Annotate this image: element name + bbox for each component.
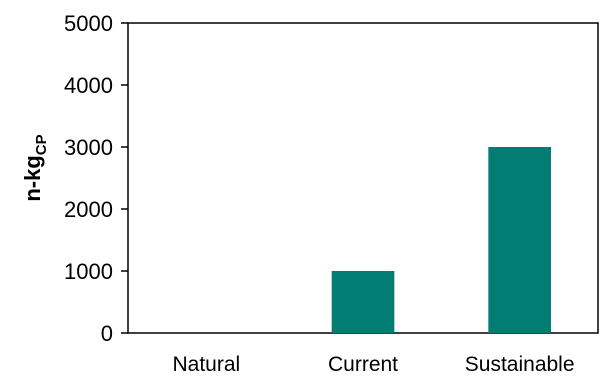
y-tick-label: 3000 [64, 135, 113, 160]
y-tick-labels: 0 1000 2000 3000 4000 5000 [64, 11, 113, 346]
y-tick-label: 5000 [64, 11, 113, 36]
x-tick-label: Natural [172, 353, 240, 376]
bar-current [331, 271, 395, 333]
x-tick-label: Sustainable [465, 353, 575, 376]
y-axis-title: n-kgCP [20, 134, 50, 201]
bar-sustainable [488, 147, 551, 333]
y-tick-label: 2000 [64, 197, 113, 222]
y-tick-label: 0 [101, 321, 113, 346]
y-tick-label: 1000 [64, 259, 113, 284]
category-labels: Natural Current Sustainable [172, 353, 574, 376]
bars [331, 147, 551, 333]
y-axis-title-main: n-kg [20, 155, 45, 201]
y-tick-label: 4000 [64, 73, 113, 98]
y-axis-title-subscript: CP [33, 134, 50, 155]
x-tick-label: Current [328, 353, 398, 376]
